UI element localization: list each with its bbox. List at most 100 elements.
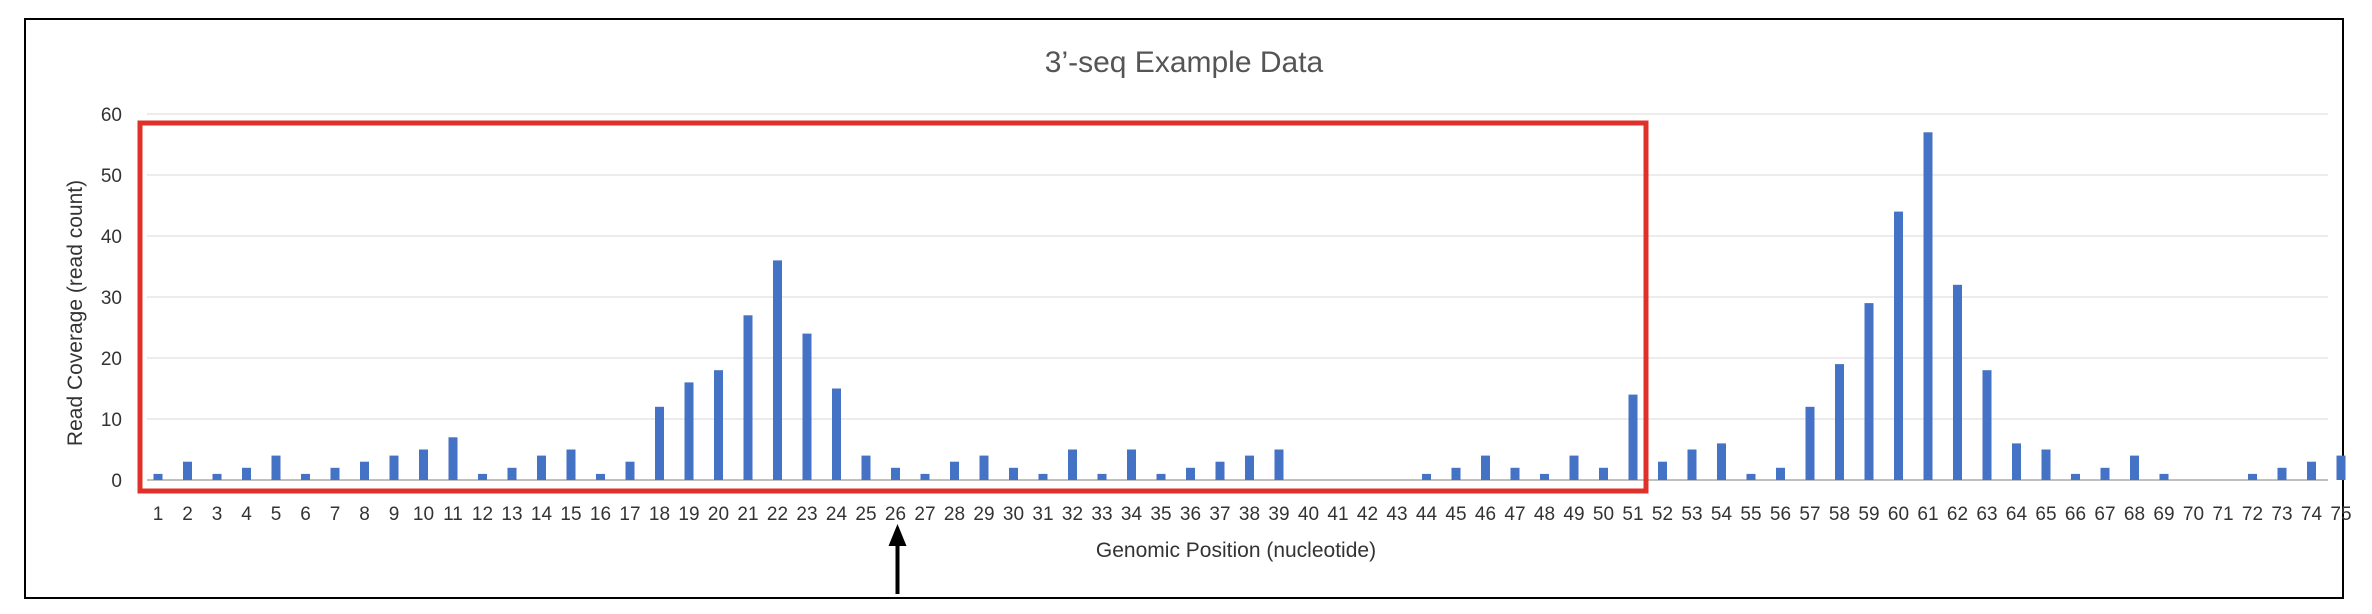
x-tick-label: 21 (737, 504, 758, 525)
bar (1658, 461, 1667, 480)
x-tick-label: 32 (1062, 504, 1083, 525)
x-tick-label: 25 (855, 504, 876, 525)
bar (684, 382, 694, 480)
bar (478, 473, 487, 480)
x-tick-label: 48 (1534, 504, 1555, 525)
bar (2012, 443, 2021, 480)
x-tick-label: 13 (501, 504, 522, 525)
bar (301, 473, 310, 480)
x-tick-label: 70 (2183, 504, 2204, 525)
bar (1068, 449, 1077, 480)
x-tick-label: 22 (767, 504, 788, 525)
x-tick-label: 37 (1209, 504, 1230, 525)
bar (1510, 467, 1520, 480)
bar (389, 455, 399, 480)
x-tick-label: 16 (590, 504, 611, 525)
x-tick-label: 47 (1504, 504, 1525, 525)
chart-title: 3’-seq Example Data (1045, 46, 1324, 79)
arrow-head (888, 524, 907, 546)
bar (891, 467, 900, 480)
x-tick-label: 74 (2301, 504, 2323, 525)
bar (1009, 467, 1018, 480)
highlight-box (137, 120, 1649, 494)
x-tick-label: 24 (826, 504, 848, 525)
x-tick-label: 49 (1563, 504, 1584, 525)
x-tick-label: 19 (678, 504, 699, 525)
x-tick-label: 46 (1475, 504, 1496, 525)
y-tick-label: 0 (111, 471, 122, 492)
x-tick-label: 6 (300, 504, 311, 525)
bar (1835, 364, 1844, 480)
bar (1599, 467, 1608, 480)
x-tick-label: 67 (2094, 504, 2115, 525)
x-tick-label: 62 (1947, 504, 1968, 525)
x-tick-label: 18 (649, 504, 670, 525)
x-tick-label: 3 (212, 504, 223, 525)
x-tick-label: 58 (1829, 504, 1850, 525)
x-tick-label: 72 (2242, 504, 2263, 525)
x-tick-label: 5 (271, 504, 282, 525)
x-tick-label: 53 (1681, 504, 1702, 525)
x-tick-label: 66 (2065, 504, 2086, 525)
bar (1215, 461, 1225, 480)
bar (1127, 449, 1136, 480)
x-tick-label: 11 (443, 504, 463, 525)
chart-frame (24, 18, 2344, 599)
bar (2248, 473, 2257, 480)
bar (1569, 455, 1579, 480)
bar (212, 473, 222, 480)
y-tick-label: 30 (101, 288, 122, 309)
x-tick-label: 20 (708, 504, 729, 525)
gridlines (147, 113, 2328, 481)
bar (2130, 455, 2139, 480)
x-tick-label: 68 (2124, 504, 2145, 525)
bar (2277, 467, 2287, 480)
x-tick-labels: 1 2 3 4 5 6 7 8 9 10 11 12 13 14 15 16 17 18 19 20 21 22 23 24 2… (153, 504, 2352, 525)
x-tick-label: 69 (2153, 504, 2174, 525)
x-tick-label: 43 (1386, 504, 1407, 525)
bar (2100, 467, 2110, 480)
x-tick-label: 52 (1652, 504, 1673, 525)
y-tick-label: 10 (101, 410, 122, 431)
bar (1481, 455, 1490, 480)
x-tick-label: 45 (1445, 504, 1466, 525)
bar (419, 449, 428, 480)
bar (1422, 473, 1431, 480)
y-tick-label: 20 (101, 349, 122, 370)
x-tick-label: 71 (2212, 504, 2233, 525)
x-tick-label: 61 (1917, 504, 1938, 525)
x-tick-label: 7 (330, 504, 341, 525)
bar (2336, 455, 2346, 480)
x-tick-label: 1 (153, 504, 164, 525)
bar (655, 406, 664, 480)
bar (183, 461, 192, 480)
bar (360, 461, 369, 480)
y-tick-label: 60 (101, 105, 122, 126)
bar (1274, 449, 1284, 480)
bar (330, 467, 340, 480)
bar (1245, 455, 1254, 480)
x-tick-label: 27 (914, 504, 935, 525)
x-tick-label: 51 (1622, 504, 1643, 525)
bar (566, 449, 576, 480)
bar (1628, 394, 1638, 480)
bar (153, 473, 163, 480)
x-tick-label: 64 (2006, 504, 2028, 525)
bar (1687, 449, 1697, 480)
bar (1038, 473, 1048, 480)
x-tick-label: 60 (1888, 504, 1909, 525)
bar (537, 455, 546, 480)
x-tick-label: 33 (1091, 504, 1112, 525)
bar (596, 473, 605, 480)
bar (2307, 461, 2316, 480)
bar (1717, 443, 1726, 480)
x-tick-label: 56 (1770, 504, 1791, 525)
x-tick-label: 8 (359, 504, 370, 525)
bar (802, 333, 812, 480)
x-tick-label: 73 (2271, 504, 2292, 525)
bar (271, 455, 281, 480)
x-tick-label: 63 (1976, 504, 1997, 525)
bar (1097, 473, 1107, 480)
x-tick-label: 65 (2035, 504, 2056, 525)
